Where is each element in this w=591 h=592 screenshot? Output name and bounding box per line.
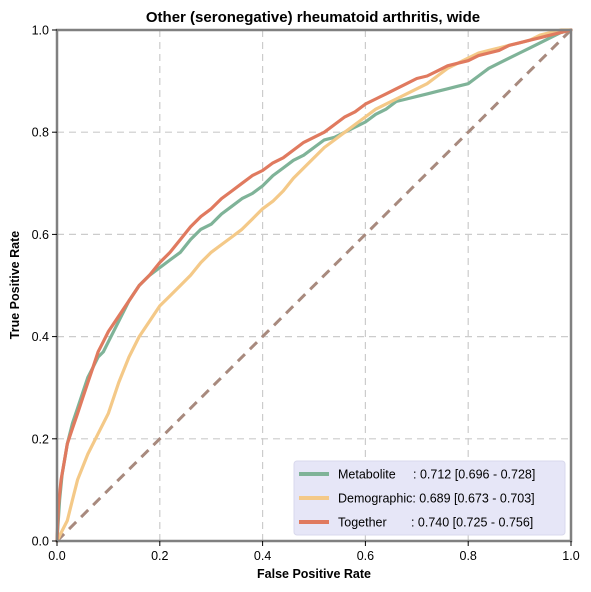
chart-title: Other (seronegative) rheumatoid arthriti… <box>146 9 480 26</box>
y-axis-label: True Positive Rate <box>8 231 22 339</box>
x-axis-label: False Positive Rate <box>257 567 371 581</box>
y-tick-label: 0.2 <box>32 432 49 446</box>
y-tick-label: 0.6 <box>32 228 49 242</box>
legend-label-metabolite: Metabolite : 0.712 [0.696 - 0.728] <box>338 468 535 482</box>
x-tick-label: 0.2 <box>151 549 168 563</box>
x-tick-label: 0.6 <box>357 549 374 563</box>
y-tick-label: 0.0 <box>32 535 49 549</box>
x-tick-label: 0.0 <box>48 549 65 563</box>
x-tick-label: 0.4 <box>254 549 271 563</box>
y-tick-label: 0.8 <box>32 126 49 140</box>
legend: Metabolite : 0.712 [0.696 - 0.728] Demogr… <box>294 461 565 535</box>
y-tick-label: 1.0 <box>32 24 49 38</box>
x-tick-label: 1.0 <box>562 549 579 563</box>
legend-label-together: Together : 0.740 [0.725 - 0.756] <box>338 516 533 530</box>
y-axis: 0.0 0.2 0.4 0.6 0.8 1.0 <box>32 24 57 549</box>
x-tick-label: 0.8 <box>460 549 477 563</box>
y-tick-label: 0.4 <box>32 330 49 344</box>
legend-label-demographic: Demographic: 0.689 [0.673 - 0.703] <box>338 492 535 506</box>
x-axis: 0.0 0.2 0.4 0.6 0.8 1.0 <box>48 541 579 563</box>
